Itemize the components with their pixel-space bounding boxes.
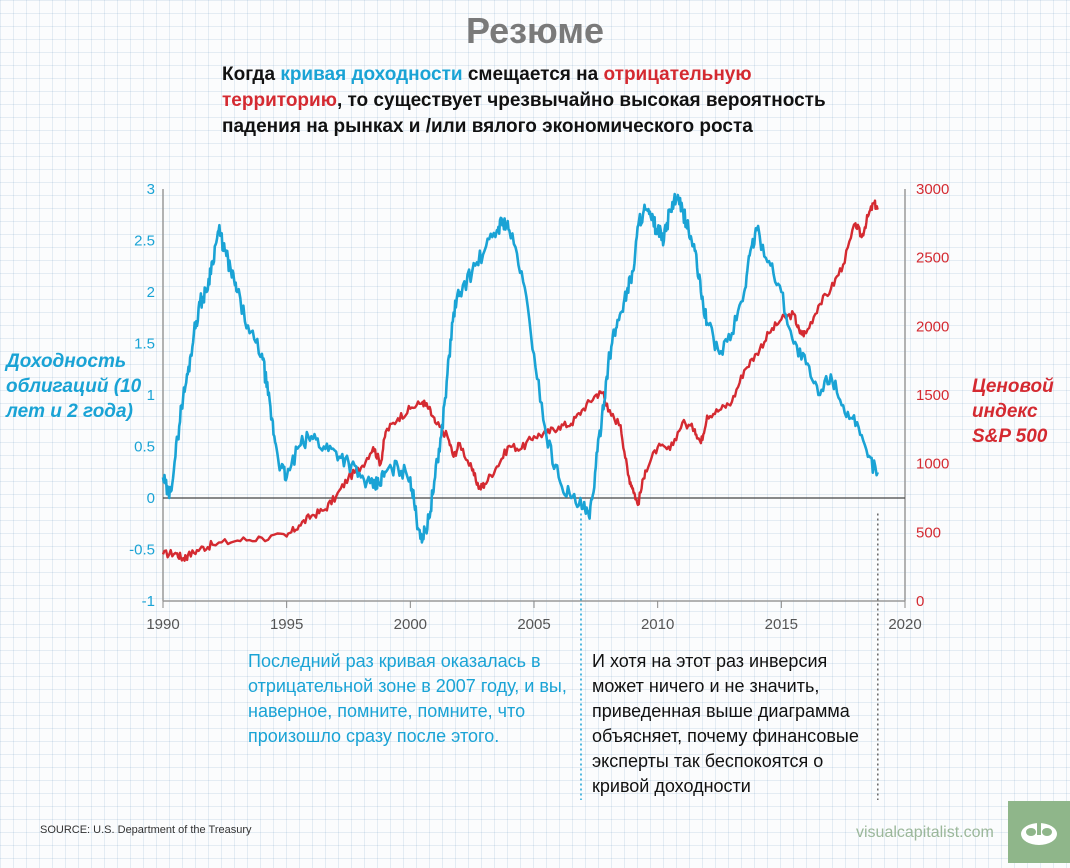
headline-part-1: Когда — [222, 64, 281, 85]
right-tick-label: 2500 — [916, 250, 949, 267]
headline: Когда кривая доходности смещается на отр… — [222, 62, 842, 140]
x-tick-label: 2010 — [641, 616, 674, 633]
x-tick-label: 2015 — [765, 616, 798, 633]
right-tick-label: 2000 — [916, 318, 949, 335]
right-tick-label: 0 — [916, 593, 924, 610]
yield-spread-line — [161, 192, 880, 544]
left-axis-ticks: 3 2.5 2 1.5 1 0.5 0 -0.5 -1 — [129, 181, 155, 610]
x-tick-label: 2020 — [888, 616, 921, 633]
left-tick-label: 1.5 — [134, 336, 155, 353]
headline-negative-territory: отрицательную территорию — [222, 64, 752, 111]
note-now: И хотя на этот раз инверсия может ничего… — [592, 651, 859, 796]
right-tick-label: 1500 — [916, 387, 949, 404]
x-tick-label: 2000 — [394, 616, 427, 633]
source-note: SOURCE: U.S. Department of the Treasury — [40, 824, 252, 836]
visual-capitalist-logo-icon[interactable] — [1008, 801, 1070, 863]
note-2007: Последний раз кривая оказалась в отрицат… — [248, 651, 567, 746]
x-axis-ticks: 1990 1995 2000 2005 2010 2015 2020 — [146, 601, 922, 633]
headline-part-5: , то существует чрезвычайно высокая веро… — [222, 90, 826, 137]
left-tick-label: -0.5 — [129, 542, 155, 559]
logo-glyph-icon — [1021, 823, 1057, 845]
x-tick-label: 2005 — [517, 616, 550, 633]
left-axis-label: Доходность облигаций (10 лет и 2 года) — [6, 351, 142, 422]
headline-yield-curve: кривая доходности — [280, 64, 463, 85]
left-tick-label: -1 — [142, 593, 155, 610]
left-tick-label: 1 — [147, 387, 155, 404]
x-tick-label: 1995 — [270, 616, 303, 633]
page-title: Резюме — [466, 10, 604, 51]
right-axis-ticks: 3000 2500 2000 1500 1000 500 0 — [916, 181, 949, 610]
left-tick-label: 2.5 — [134, 233, 155, 250]
headline-part-3: смещается на — [462, 64, 604, 85]
left-tick-label: 0 — [147, 490, 155, 507]
right-tick-label: 500 — [916, 524, 941, 541]
brand-link[interactable]: visualcapitalist.com — [856, 824, 994, 841]
left-tick-label: 0.5 — [134, 439, 155, 456]
x-tick-label: 1990 — [146, 616, 179, 633]
left-tick-label: 3 — [147, 181, 155, 198]
sp500-line — [161, 199, 879, 562]
right-axis-label: Ценовой индекс S&P 500 — [972, 376, 1054, 447]
right-tick-label: 1000 — [916, 456, 949, 473]
left-tick-label: 2 — [147, 284, 155, 301]
right-tick-label: 3000 — [916, 181, 949, 198]
